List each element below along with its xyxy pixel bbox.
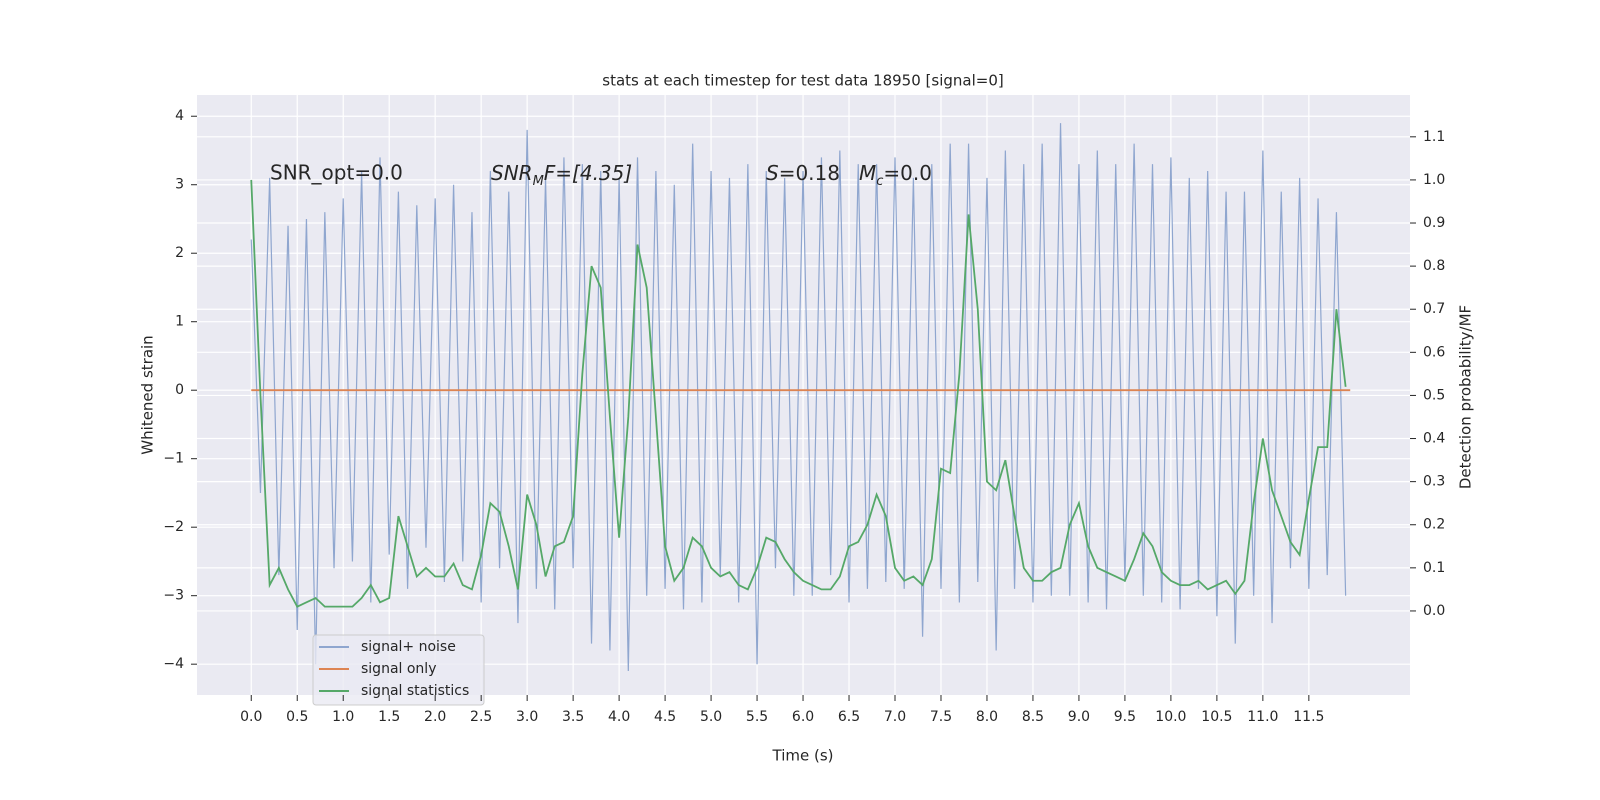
y-tick-label: 2 <box>175 245 184 261</box>
x-tick-label: 7.5 <box>930 709 952 725</box>
series-line <box>250 123 1347 672</box>
annotation-part: =0.0 <box>883 161 932 185</box>
y-tick-label: 0 <box>175 382 184 398</box>
y-tick-label: 3 <box>175 177 184 193</box>
x-tick-label: 8.0 <box>976 709 998 725</box>
y2-tick-label: 0.3 <box>1423 474 1445 490</box>
legend-box <box>312 634 485 706</box>
x-tick-label: 1.0 <box>332 709 354 725</box>
x-tick-label: 11.0 <box>1247 709 1278 725</box>
annotation-part: F=[4.35] <box>544 161 632 185</box>
x-tick-label: 5.0 <box>700 709 722 725</box>
annotation-part: =0.18 <box>779 161 840 185</box>
x-tick-label: 4.0 <box>608 709 630 725</box>
x-tick-label: 10.5 <box>1201 709 1232 725</box>
x-tick-label: 3.5 <box>562 709 584 725</box>
x-tick-label: 2.0 <box>424 709 446 725</box>
x-axis-label: Time (s) <box>772 747 834 765</box>
x-tick-label: 11.5 <box>1293 709 1324 725</box>
chart-title: stats at each timestep for test data 189… <box>602 72 1003 90</box>
x-tick-label: 9.0 <box>1068 709 1090 725</box>
y-tick-label: −3 <box>163 588 184 604</box>
y-tick-label: −2 <box>163 519 184 535</box>
y-tick-label: −4 <box>163 656 184 672</box>
y-axis-label: Whitened strain <box>139 335 157 454</box>
y2-axis-label: Detection probability/MF <box>1457 305 1475 489</box>
x-tick-label: 4.5 <box>654 709 676 725</box>
x-tick-label: 7.0 <box>884 709 906 725</box>
y2-tick-label: 0.4 <box>1423 431 1445 447</box>
x-tick-label: 1.5 <box>378 709 400 725</box>
legend-label: signal only <box>361 661 436 677</box>
annotation: Mc=0.0 <box>859 161 932 190</box>
y2-tick-label: 0.2 <box>1423 517 1445 533</box>
annotation: S=0.18 <box>766 161 840 185</box>
legend-label: signal+ noise <box>361 639 456 655</box>
y-tick-label: −1 <box>163 451 184 467</box>
annotation-part: SNR <box>491 161 533 185</box>
annotation-part: S <box>766 161 779 185</box>
y-tick-label: 1 <box>175 314 184 330</box>
x-tick-label: 3.0 <box>516 709 538 725</box>
x-tick-label: 8.5 <box>1022 709 1044 725</box>
x-tick-label: 5.5 <box>746 709 768 725</box>
series-line <box>250 179 1347 608</box>
x-tick-label: 6.5 <box>838 709 860 725</box>
y2-tick-label: 0.7 <box>1423 301 1445 317</box>
y2-tick-label: 0.6 <box>1423 344 1445 360</box>
y2-tick-label: 1.1 <box>1423 129 1445 145</box>
annotation-part: M <box>533 174 544 189</box>
legend-label: signal statistics <box>361 683 469 699</box>
x-tick-label: 0.5 <box>286 709 308 725</box>
y2-tick-label: 0.0 <box>1423 603 1445 619</box>
y2-tick-label: 0.5 <box>1423 387 1445 403</box>
annotation-part: M <box>859 161 876 185</box>
y2-tick-label: 0.9 <box>1423 215 1445 231</box>
x-tick-label: 9.5 <box>1114 709 1136 725</box>
x-tick-label: 10.0 <box>1155 709 1186 725</box>
annotation: SNRMF=[4.35] <box>491 161 632 190</box>
y2-tick-label: 0.1 <box>1423 560 1445 576</box>
annotation-part: c <box>876 174 883 189</box>
x-tick-label: 0.0 <box>240 709 262 725</box>
y2-tick-label: 1.0 <box>1423 172 1445 188</box>
y2-tick-label: 0.8 <box>1423 258 1445 274</box>
x-tick-label: 6.0 <box>792 709 814 725</box>
annotation: SNR_opt=0.0 <box>270 161 403 185</box>
x-tick-label: 2.5 <box>470 709 492 725</box>
y-tick-label: 4 <box>175 108 184 124</box>
